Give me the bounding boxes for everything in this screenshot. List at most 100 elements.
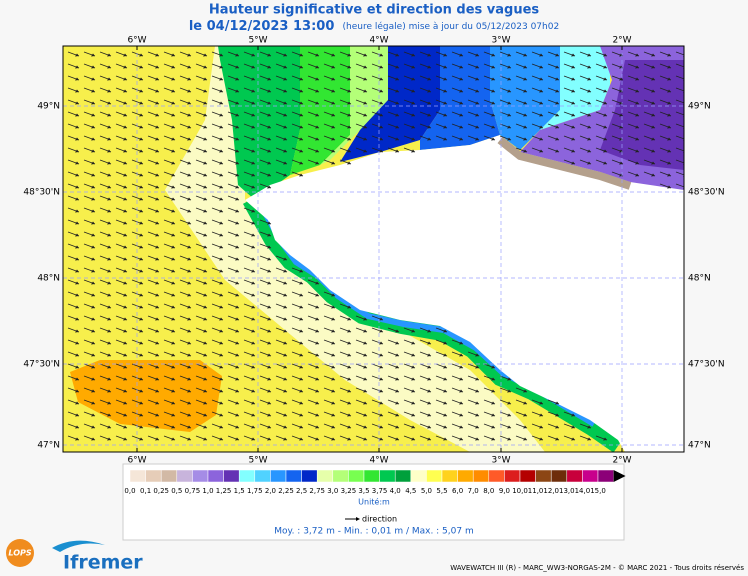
wave-arrowhead — [107, 89, 111, 93]
wave-arrowhead — [75, 425, 79, 429]
wave-arrowhead — [283, 425, 287, 429]
wave-arrowhead — [443, 389, 447, 393]
wave-arrowhead — [91, 173, 95, 177]
wave-arrowhead — [75, 293, 79, 297]
wave-arrowhead — [107, 377, 111, 381]
wave-arrowhead — [219, 221, 223, 225]
wave-arrowhead — [171, 365, 175, 369]
wave-arrowhead — [555, 77, 559, 81]
wave-arrowhead — [587, 437, 591, 441]
wave-arrowhead — [347, 149, 351, 153]
wave-arrowhead — [155, 245, 159, 249]
color-box — [550, 469, 568, 483]
wave-arrowhead — [187, 233, 191, 237]
wave-arrowhead — [123, 377, 127, 381]
colorbar-label: 3,5 — [358, 487, 369, 495]
wave-arrowhead — [91, 113, 95, 117]
wave-arrowhead — [251, 161, 255, 165]
color-box — [301, 469, 318, 483]
wave-arrowhead — [171, 173, 175, 177]
wave-arrowhead — [491, 101, 495, 105]
wave-arrowhead — [235, 305, 239, 309]
wave-arrowhead — [123, 245, 127, 249]
wave-arrowhead — [171, 197, 175, 201]
wave-arrowhead — [219, 101, 223, 105]
wave-arrowhead — [347, 365, 351, 369]
wave-arrowhead — [475, 65, 479, 69]
wave-arrowhead — [203, 221, 207, 225]
wave-arrowhead — [571, 65, 575, 69]
wave-arrowhead — [475, 137, 479, 141]
wave-arrowhead — [123, 185, 127, 189]
ifremer-text: Ifremer — [63, 552, 143, 574]
wave-arrowhead — [635, 101, 639, 105]
wave-arrowhead — [331, 389, 335, 393]
wave-arrowhead — [555, 65, 559, 69]
colorbar-label: 11,0 — [528, 487, 544, 495]
lops-logo — [6, 539, 34, 567]
wave-arrowhead — [395, 125, 399, 129]
wave-arrowhead — [347, 161, 351, 165]
wave-arrowhead — [123, 161, 127, 165]
wave-arrowhead — [171, 233, 175, 237]
wave-arrowhead — [315, 305, 319, 309]
wave-arrowhead — [251, 365, 255, 369]
wave-arrowhead — [315, 425, 319, 429]
wave-arrowhead — [203, 305, 207, 309]
wave-arrowhead — [139, 353, 143, 357]
wave-arrowhead — [571, 425, 575, 429]
sea-blue-mid — [490, 46, 560, 150]
wave-arrowhead — [171, 113, 175, 117]
wave-arrowhead — [91, 209, 95, 213]
wave-arrowhead — [267, 53, 271, 57]
wave-arrowhead — [635, 113, 639, 117]
wave-arrowhead — [107, 329, 111, 333]
wave-arrowhead — [347, 113, 351, 117]
wave-arrowhead — [235, 341, 239, 345]
wave-arrowhead — [347, 341, 351, 345]
wave-arrowhead — [555, 53, 559, 57]
wave-arrowhead — [219, 233, 223, 237]
wave-arrowhead — [219, 293, 223, 297]
wave-arrowhead — [571, 53, 575, 57]
wave-arrowhead — [139, 425, 143, 429]
wave-arrow — [675, 183, 684, 188]
wave-arrowhead — [171, 77, 175, 81]
wave-arrowhead — [235, 125, 239, 129]
wave-arrowhead — [171, 89, 175, 93]
wave-arrowhead — [171, 329, 175, 333]
wave-arrowhead — [267, 329, 271, 333]
wave-arrowhead — [299, 437, 303, 441]
wave-arrowhead — [411, 65, 415, 69]
wave-arrowhead — [203, 269, 207, 273]
wave-arrowhead — [187, 413, 191, 417]
wave-arrowhead — [139, 65, 143, 69]
wave-arrowhead — [107, 209, 111, 213]
wave-arrowhead — [283, 137, 287, 141]
wave-arrowhead — [75, 317, 79, 321]
wave-arrowhead — [107, 389, 111, 393]
wave-arrowhead — [139, 305, 143, 309]
sea-blue-dark — [340, 46, 440, 162]
wave-arrowhead — [267, 413, 271, 417]
wave-arrowhead — [603, 137, 607, 141]
color-box — [535, 469, 552, 483]
wave-arrowhead — [123, 341, 127, 345]
wave-arrowhead — [315, 401, 319, 405]
wave-arrowhead — [155, 185, 159, 189]
wave-arrowhead — [379, 89, 383, 93]
wave-arrowhead — [315, 89, 319, 93]
wave-arrowhead — [667, 149, 671, 153]
wave-arrowhead — [555, 125, 559, 129]
wave-arrowhead — [395, 65, 399, 69]
colorbar-label: 5,0 — [421, 487, 432, 495]
wave-arrowhead — [203, 389, 207, 393]
wave-arrowhead — [491, 377, 495, 381]
wave-arrow — [675, 99, 684, 104]
wave-arrowhead — [603, 77, 607, 81]
wave-arrowhead — [155, 221, 159, 225]
wave-arrowhead — [411, 437, 415, 441]
wave-arrowhead — [251, 257, 255, 261]
wave-arrowhead — [331, 425, 335, 429]
wave-arrowhead — [299, 329, 303, 333]
